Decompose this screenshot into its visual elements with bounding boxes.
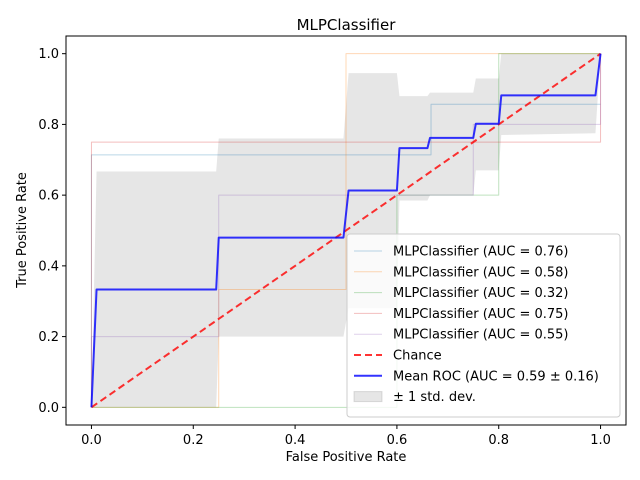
- x-tick-label: 0.4: [285, 433, 306, 448]
- x-tick-label: 0.8: [488, 433, 509, 448]
- series-line-0: [90, 103, 601, 408]
- legend-label-7: ± 1 std. dev.: [393, 390, 476, 405]
- y-tick-label: 0.0: [38, 401, 59, 416]
- series-line-2: [91, 53, 601, 408]
- y-tick-label: 0.2: [38, 330, 59, 345]
- series-line-4: [90, 53, 602, 408]
- legend-label-3: MLPClassifier (AUC = 0.75): [393, 307, 569, 322]
- x-tick-label: 1.0: [590, 433, 611, 448]
- plot-frame: [65, 35, 627, 426]
- y-tick-label: 0.8: [38, 118, 59, 133]
- series-line-6: [90, 53, 602, 408]
- y-tick-label: 0.6: [38, 189, 59, 204]
- legend-label-5: Chance: [393, 349, 442, 364]
- y-tick-label: 1.0: [38, 47, 59, 62]
- x-axis-label: False Positive Rate: [286, 450, 407, 465]
- y-axis-label: True Positive Rate: [15, 172, 30, 289]
- x-tick-label: 0.6: [387, 433, 408, 448]
- legend: MLPClassifier (AUC = 0.76) MLPClassifier …: [346, 233, 621, 418]
- series-line-1: [91, 53, 601, 408]
- legend-label-0: MLPClassifier (AUC = 0.76): [393, 245, 569, 260]
- x-tick-label: 0.2: [183, 433, 204, 448]
- legend-label-1: MLPClassifier (AUC = 0.58): [393, 265, 569, 280]
- x-tick-label: 0.0: [81, 433, 102, 448]
- y-tick-label: 0.4: [38, 259, 59, 274]
- legend-label-6: Mean ROC (AUC = 0.59 ± 0.16): [393, 369, 599, 384]
- series-line-5: [90, 52, 602, 409]
- legend-frame: [346, 233, 621, 418]
- legend-label-4: MLPClassifier (AUC = 0.55): [393, 328, 569, 343]
- legend-label-2: MLPClassifier (AUC = 0.32): [393, 286, 569, 301]
- legend-swatch-7: [353, 391, 383, 403]
- chart-title: MLPClassifier: [297, 16, 397, 34]
- series-line-3: [90, 53, 602, 408]
